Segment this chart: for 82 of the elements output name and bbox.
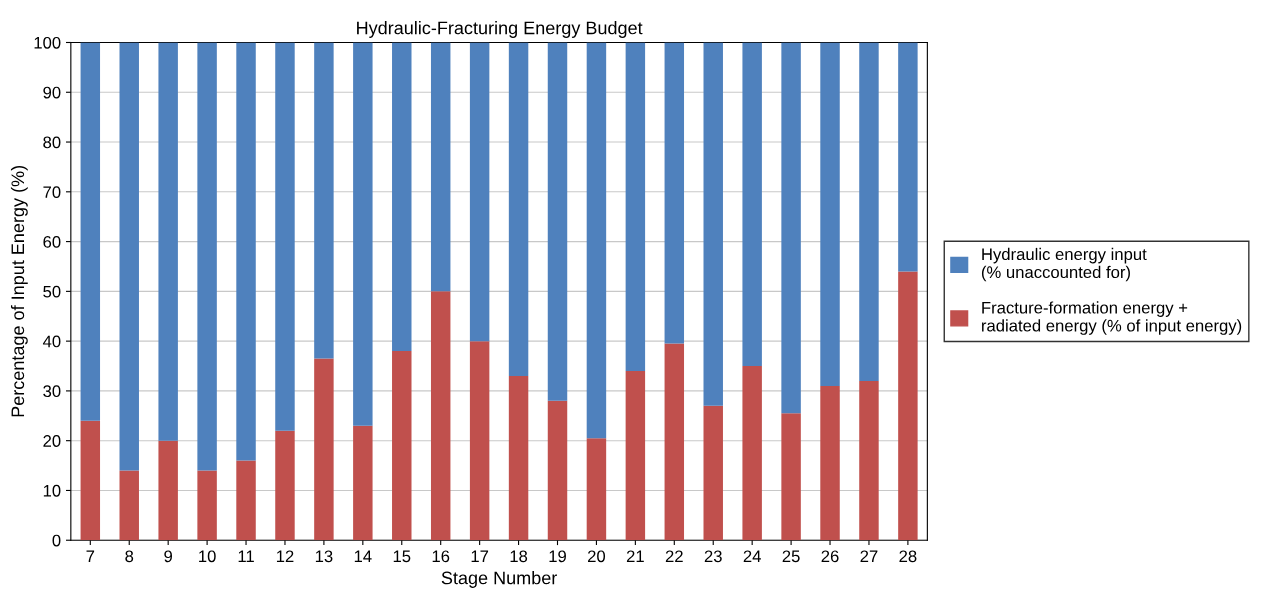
x-tick-label: 20 [588,550,606,563]
x-tick-label: 21 [626,550,644,563]
x-tick-label: 9 [164,550,173,563]
x-tick-label: 23 [704,550,722,563]
bar [158,42,178,441]
bar [314,358,334,541]
bar [80,420,101,541]
y-tick-label: 60 [43,235,61,248]
bar [430,42,451,292]
bar [119,470,139,541]
bar [469,341,490,541]
bar [236,460,256,541]
y-tick-label: 90 [43,86,61,99]
bar [664,343,685,541]
y-tick-label: 40 [42,335,61,348]
y-axis-title: Percentage of Input Energy (%) [10,166,28,417]
bar [392,351,412,541]
y-tick-label: 70 [43,186,61,199]
x-axis-title: Stage Number [441,571,558,588]
bar [275,42,295,431]
bar [898,42,918,272]
x-tick-label: 24 [743,550,761,563]
bar [314,42,334,359]
bar [664,42,685,344]
bar [742,42,762,367]
x-tick-label: 28 [899,550,917,563]
bar [430,291,451,541]
bar [353,42,373,426]
x-tick-label: 26 [821,550,839,563]
x-tick-label: 16 [432,550,450,563]
bar [898,271,918,541]
bar [781,413,801,541]
x-tick-label: 14 [354,550,372,563]
bar [275,430,295,541]
x-tick-label: 7 [86,550,95,563]
bar [586,438,607,541]
bar [547,400,568,541]
bar [625,371,646,541]
bar [197,42,217,471]
y-tick-label: 0 [52,534,61,547]
y-tick-label: 10 [43,484,61,497]
x-tick-label: 17 [471,550,489,563]
legend-label: Hydraulic energy input (% unaccounted for) [981,247,1147,282]
bar [508,375,529,541]
y-tick-label: 80 [43,136,61,149]
x-tick-label: 10 [199,550,216,563]
x-tick-label: 18 [510,550,528,563]
bar [703,42,723,406]
x-tick-label: 11 [238,550,254,563]
bar [353,425,373,541]
bar [469,42,490,342]
x-tick-label: 15 [393,550,411,563]
x-tick-label: 22 [665,550,683,563]
bar [158,440,178,541]
x-tick-label: 12 [276,550,294,563]
bar [859,42,879,381]
bar [703,405,723,541]
bar [197,470,217,541]
y-tick-label: 100 [34,36,61,49]
x-tick-label: 27 [860,550,878,563]
y-tick-label: 20 [43,435,61,447]
x-tick-label: 13 [315,550,333,563]
chart-title: Hydraulic-Fracturing Energy Budget [357,21,643,38]
bar [508,42,529,376]
bar [820,42,840,386]
bar [625,42,646,371]
bar [586,42,607,439]
x-tick-label: 8 [125,550,134,563]
x-tick-label: 19 [549,550,566,563]
bar [80,42,101,421]
bar [392,42,412,352]
bar [820,385,840,541]
legend-label: Fracture-formation energy + radiated energy (% of input energy) [982,301,1242,335]
x-tick-label: 25 [782,550,800,563]
bar [781,42,801,414]
bar [859,380,879,541]
y-tick-label: 30 [43,385,61,398]
bar [742,366,762,541]
bar [547,42,568,401]
y-tick-label: 50 [43,285,61,298]
bar [236,42,256,461]
bar [119,42,139,471]
